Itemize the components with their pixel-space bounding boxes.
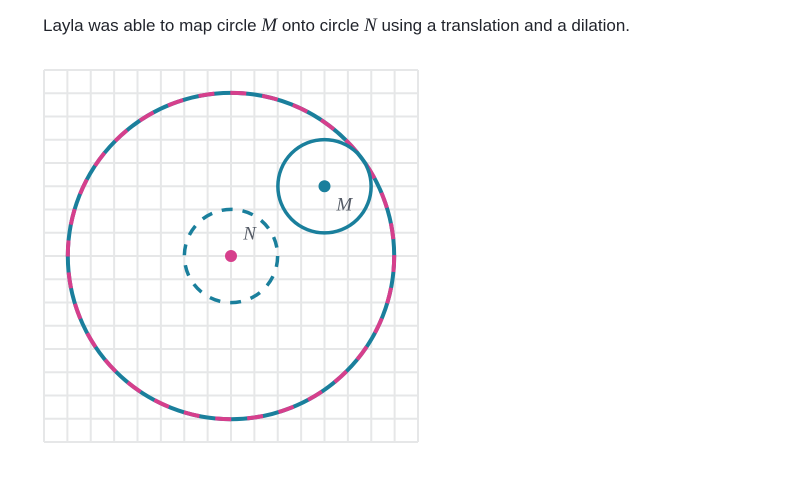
- circle-n-label: N: [242, 224, 257, 245]
- circle-m-center: [318, 180, 331, 193]
- circle-n-center: [225, 250, 237, 262]
- figure: M N: [42, 68, 420, 444]
- grid: [43, 69, 419, 443]
- circle-m-variable: M: [261, 15, 278, 36]
- circle-n: [182, 207, 280, 305]
- question-part-2: onto circle: [277, 16, 365, 35]
- question-part-1: Layla was able to map circle: [43, 16, 262, 35]
- circle-m: [276, 137, 373, 235]
- geometry-figure: M N: [43, 69, 419, 443]
- large-circle-dilated-n: [65, 90, 397, 422]
- circle-n-variable: N: [364, 15, 377, 36]
- question-part-3: using a translation and a dilation.: [376, 16, 631, 35]
- question-text: Layla was able to map circle M onto circ…: [43, 14, 630, 38]
- circle-m-label: M: [335, 195, 353, 216]
